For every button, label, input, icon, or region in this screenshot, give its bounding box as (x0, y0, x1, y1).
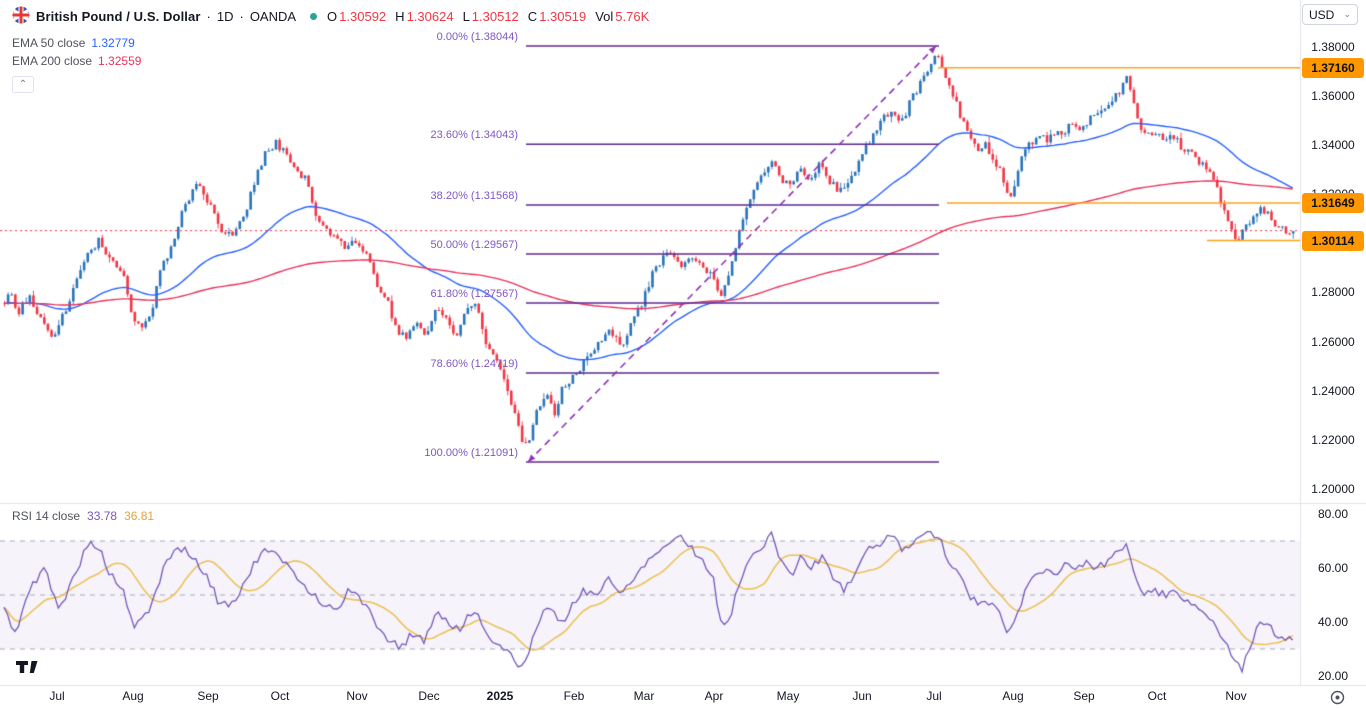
currency-value: USD (1309, 7, 1335, 22)
rsi-tick-label: 60.00 (1317, 561, 1349, 575)
rsi-tick-label: 40.00 (1317, 615, 1349, 629)
price-axis[interactable]: 1.380001.360001.340001.320001.300001.280… (1300, 0, 1366, 685)
separator: · (206, 9, 211, 24)
timezone-clock-icon[interactable] (1330, 690, 1346, 706)
time-axis-label: Oct (270, 689, 290, 703)
open-value: 1.30592 (339, 9, 387, 24)
rsi-tick-label: 80.00 (1317, 507, 1349, 521)
time-axis-label: Mar (633, 689, 655, 703)
ohlc-values: O 1.30592 H 1.30624 L 1.30512 C 1.30519 Vol 5… (327, 9, 649, 24)
time-axis-label: Aug (122, 689, 144, 703)
time-axis-label: Aug (1002, 689, 1024, 703)
fib-level-label: 38.20% (1.31568) (430, 189, 518, 202)
chevron-down-icon: ⌄ (1343, 9, 1351, 19)
time-axis-label: Nov (346, 689, 368, 703)
close-label: C (527, 9, 538, 24)
ema200-value: 1.32559 (98, 54, 142, 68)
fib-level-label: 78.60% (1.24719) (430, 357, 518, 370)
exchange-label: OANDA (249, 9, 297, 24)
time-axis-label: Sep (197, 689, 219, 703)
time-axis-label: Sep (1073, 689, 1095, 703)
price-tick-label: 1.38000 (1311, 40, 1355, 55)
interval-label[interactable]: 1D (216, 9, 234, 24)
rsi-value: 33.78 (87, 509, 118, 523)
currency-select[interactable]: USD ⌄ (1302, 4, 1358, 25)
fib-level-label: 100.00% (1.21091) (424, 447, 518, 459)
fib-level-label: 50.00% (1.29567) (430, 239, 518, 251)
time-axis-label: Feb (563, 689, 585, 703)
time-axis-label: Jul (49, 689, 65, 703)
price-tick-label: 1.22000 (1311, 432, 1355, 447)
fib-level-label: 23.60% (1.34043) (430, 129, 518, 142)
price-level-tag: 1.31649 (1302, 192, 1364, 213)
ema50-label: EMA 50 close (12, 36, 86, 50)
time-axis-label: May (776, 689, 800, 703)
volume-label: Vol (595, 9, 614, 24)
symbol-row[interactable]: British Pound / U.S. Dollar · 1D · OANDA… (12, 6, 649, 27)
ema200-legend[interactable]: EMA 200 close 1.32559 (12, 54, 649, 68)
high-label: H (395, 9, 405, 24)
rsi-ma-value: 36.81 (124, 509, 155, 523)
close-value: 1.30519 (539, 9, 587, 24)
fib-level-label: 0.00% (1.38044) (436, 31, 518, 43)
separator: · (239, 9, 244, 24)
time-axis-label: Nov (1225, 689, 1247, 703)
chart-legend: British Pound / U.S. Dollar · 1D · OANDA… (12, 6, 649, 93)
time-axis-label: Jul (926, 689, 942, 703)
rsi-legend[interactable]: RSI 14 close 33.78 36.81 (12, 509, 154, 523)
fib-level-label: 61.80% (1.27567) (430, 288, 518, 301)
price-tick-label: 1.26000 (1311, 334, 1355, 349)
low-value: 1.30512 (471, 9, 519, 24)
ema50-legend[interactable]: EMA 50 close 1.32779 (12, 36, 649, 50)
price-tick-label: 1.34000 (1311, 138, 1355, 153)
time-axis-label: Oct (1147, 689, 1167, 703)
rsi-label: RSI 14 close (12, 509, 81, 523)
price-level-tag: 1.37160 (1302, 57, 1364, 78)
price-tick-label: 1.36000 (1311, 89, 1355, 104)
time-axis-label: Dec (418, 689, 440, 703)
ema200-label: EMA 200 close (12, 54, 93, 68)
gbp-flag-icon (12, 6, 30, 27)
time-axis-label: Jun (852, 689, 872, 703)
collapse-legend-button[interactable]: ⌃ (12, 76, 34, 93)
high-value: 1.30624 (406, 9, 454, 24)
price-tick-label: 1.24000 (1311, 383, 1355, 398)
market-status-dot (310, 13, 318, 20)
low-label: L (462, 9, 470, 24)
rsi-tick-label: 20.00 (1317, 669, 1349, 683)
time-axis[interactable]: Jul Aug Sep Oct Nov Dec 2025 Feb Mar Apr May Jun Jul… (0, 686, 1366, 709)
volume-value: 5.76K (615, 9, 650, 24)
tradingview-logo[interactable] (16, 660, 38, 678)
open-label: O (327, 9, 338, 24)
ema50-value: 1.32779 (91, 36, 135, 50)
symbol-title: British Pound / U.S. Dollar (36, 9, 201, 24)
time-axis-label: Apr (704, 689, 724, 703)
price-tick-label: 1.20000 (1311, 481, 1355, 496)
price-tick-label: 1.28000 (1311, 285, 1355, 300)
time-axis-label: 2025 (486, 689, 514, 703)
price-level-tag: 1.30114 (1302, 230, 1364, 251)
